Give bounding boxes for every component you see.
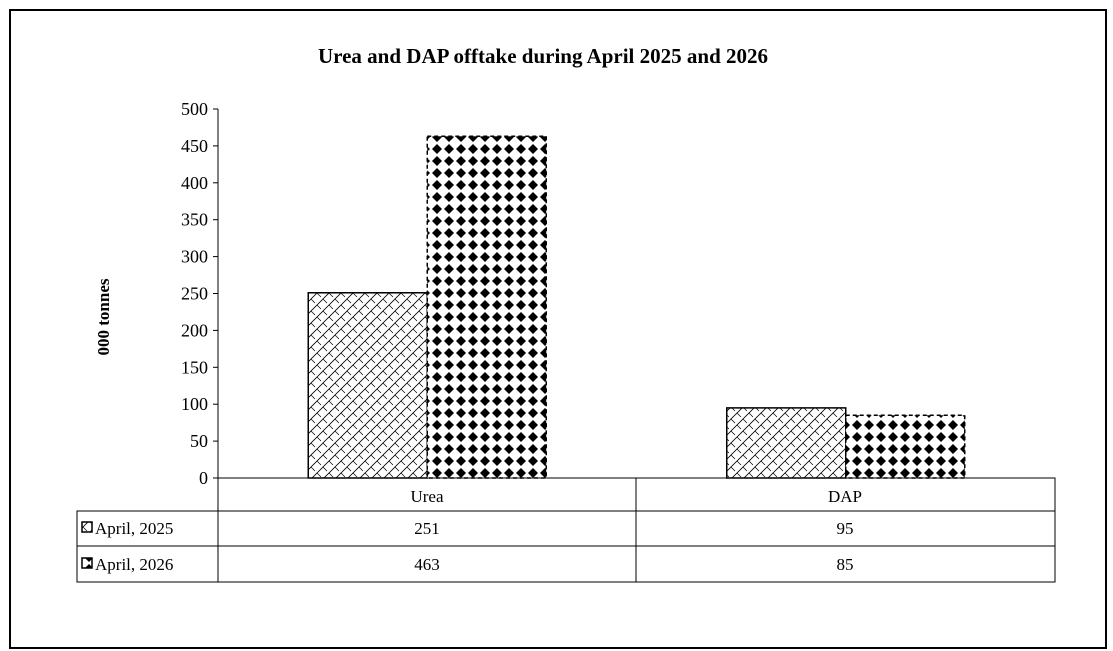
table-cell-2025-urea: 251 xyxy=(414,519,440,538)
y-axis: 0 50 100 150 200 250 300 350 400 450 500 xyxy=(181,99,218,488)
y-tick-label: 200 xyxy=(181,320,208,340)
y-tick-label: 0 xyxy=(199,468,208,488)
category-label-dap: DAP xyxy=(828,487,862,506)
legend-label-april-2026: April, 2026 xyxy=(95,555,173,574)
category-label-urea: Urea xyxy=(410,487,443,506)
table-cell-2025-dap: 95 xyxy=(837,519,854,538)
bars xyxy=(307,135,966,479)
data-table: Urea DAP April, 2025 April, 2026 251 95 … xyxy=(76,477,1056,583)
y-tick-label: 400 xyxy=(181,173,208,193)
legend-swatch-april-2026 xyxy=(81,557,93,569)
y-tick-label: 350 xyxy=(181,210,208,230)
y-tick-label: 250 xyxy=(181,284,208,304)
legend-swatch-april-2025 xyxy=(81,521,93,533)
y-tick-label: 450 xyxy=(181,136,208,156)
chart-title: Urea and DAP offtake during April 2025 a… xyxy=(318,44,768,68)
y-tick-label: 300 xyxy=(181,247,208,267)
y-axis-label: 000 tonnes xyxy=(94,278,113,355)
table-cell-2026-dap: 85 xyxy=(837,555,854,574)
y-tick-label: 100 xyxy=(181,394,208,414)
bar-urea-april-2025 xyxy=(307,292,428,479)
y-tick-label: 500 xyxy=(181,99,208,119)
y-tick-label: 50 xyxy=(190,431,208,451)
bar-chart: Urea and DAP offtake during April 2025 a… xyxy=(76,44,1056,583)
table-cell-2026-urea: 463 xyxy=(414,555,440,574)
chart-frame: Urea and DAP offtake during April 2025 a… xyxy=(9,9,1107,649)
y-tick-label: 150 xyxy=(181,357,208,377)
bar-dap-april-2026 xyxy=(845,414,966,479)
bar-urea-april-2026 xyxy=(426,135,547,479)
bar-dap-april-2025 xyxy=(726,407,847,479)
legend-label-april-2025: April, 2025 xyxy=(95,519,173,538)
